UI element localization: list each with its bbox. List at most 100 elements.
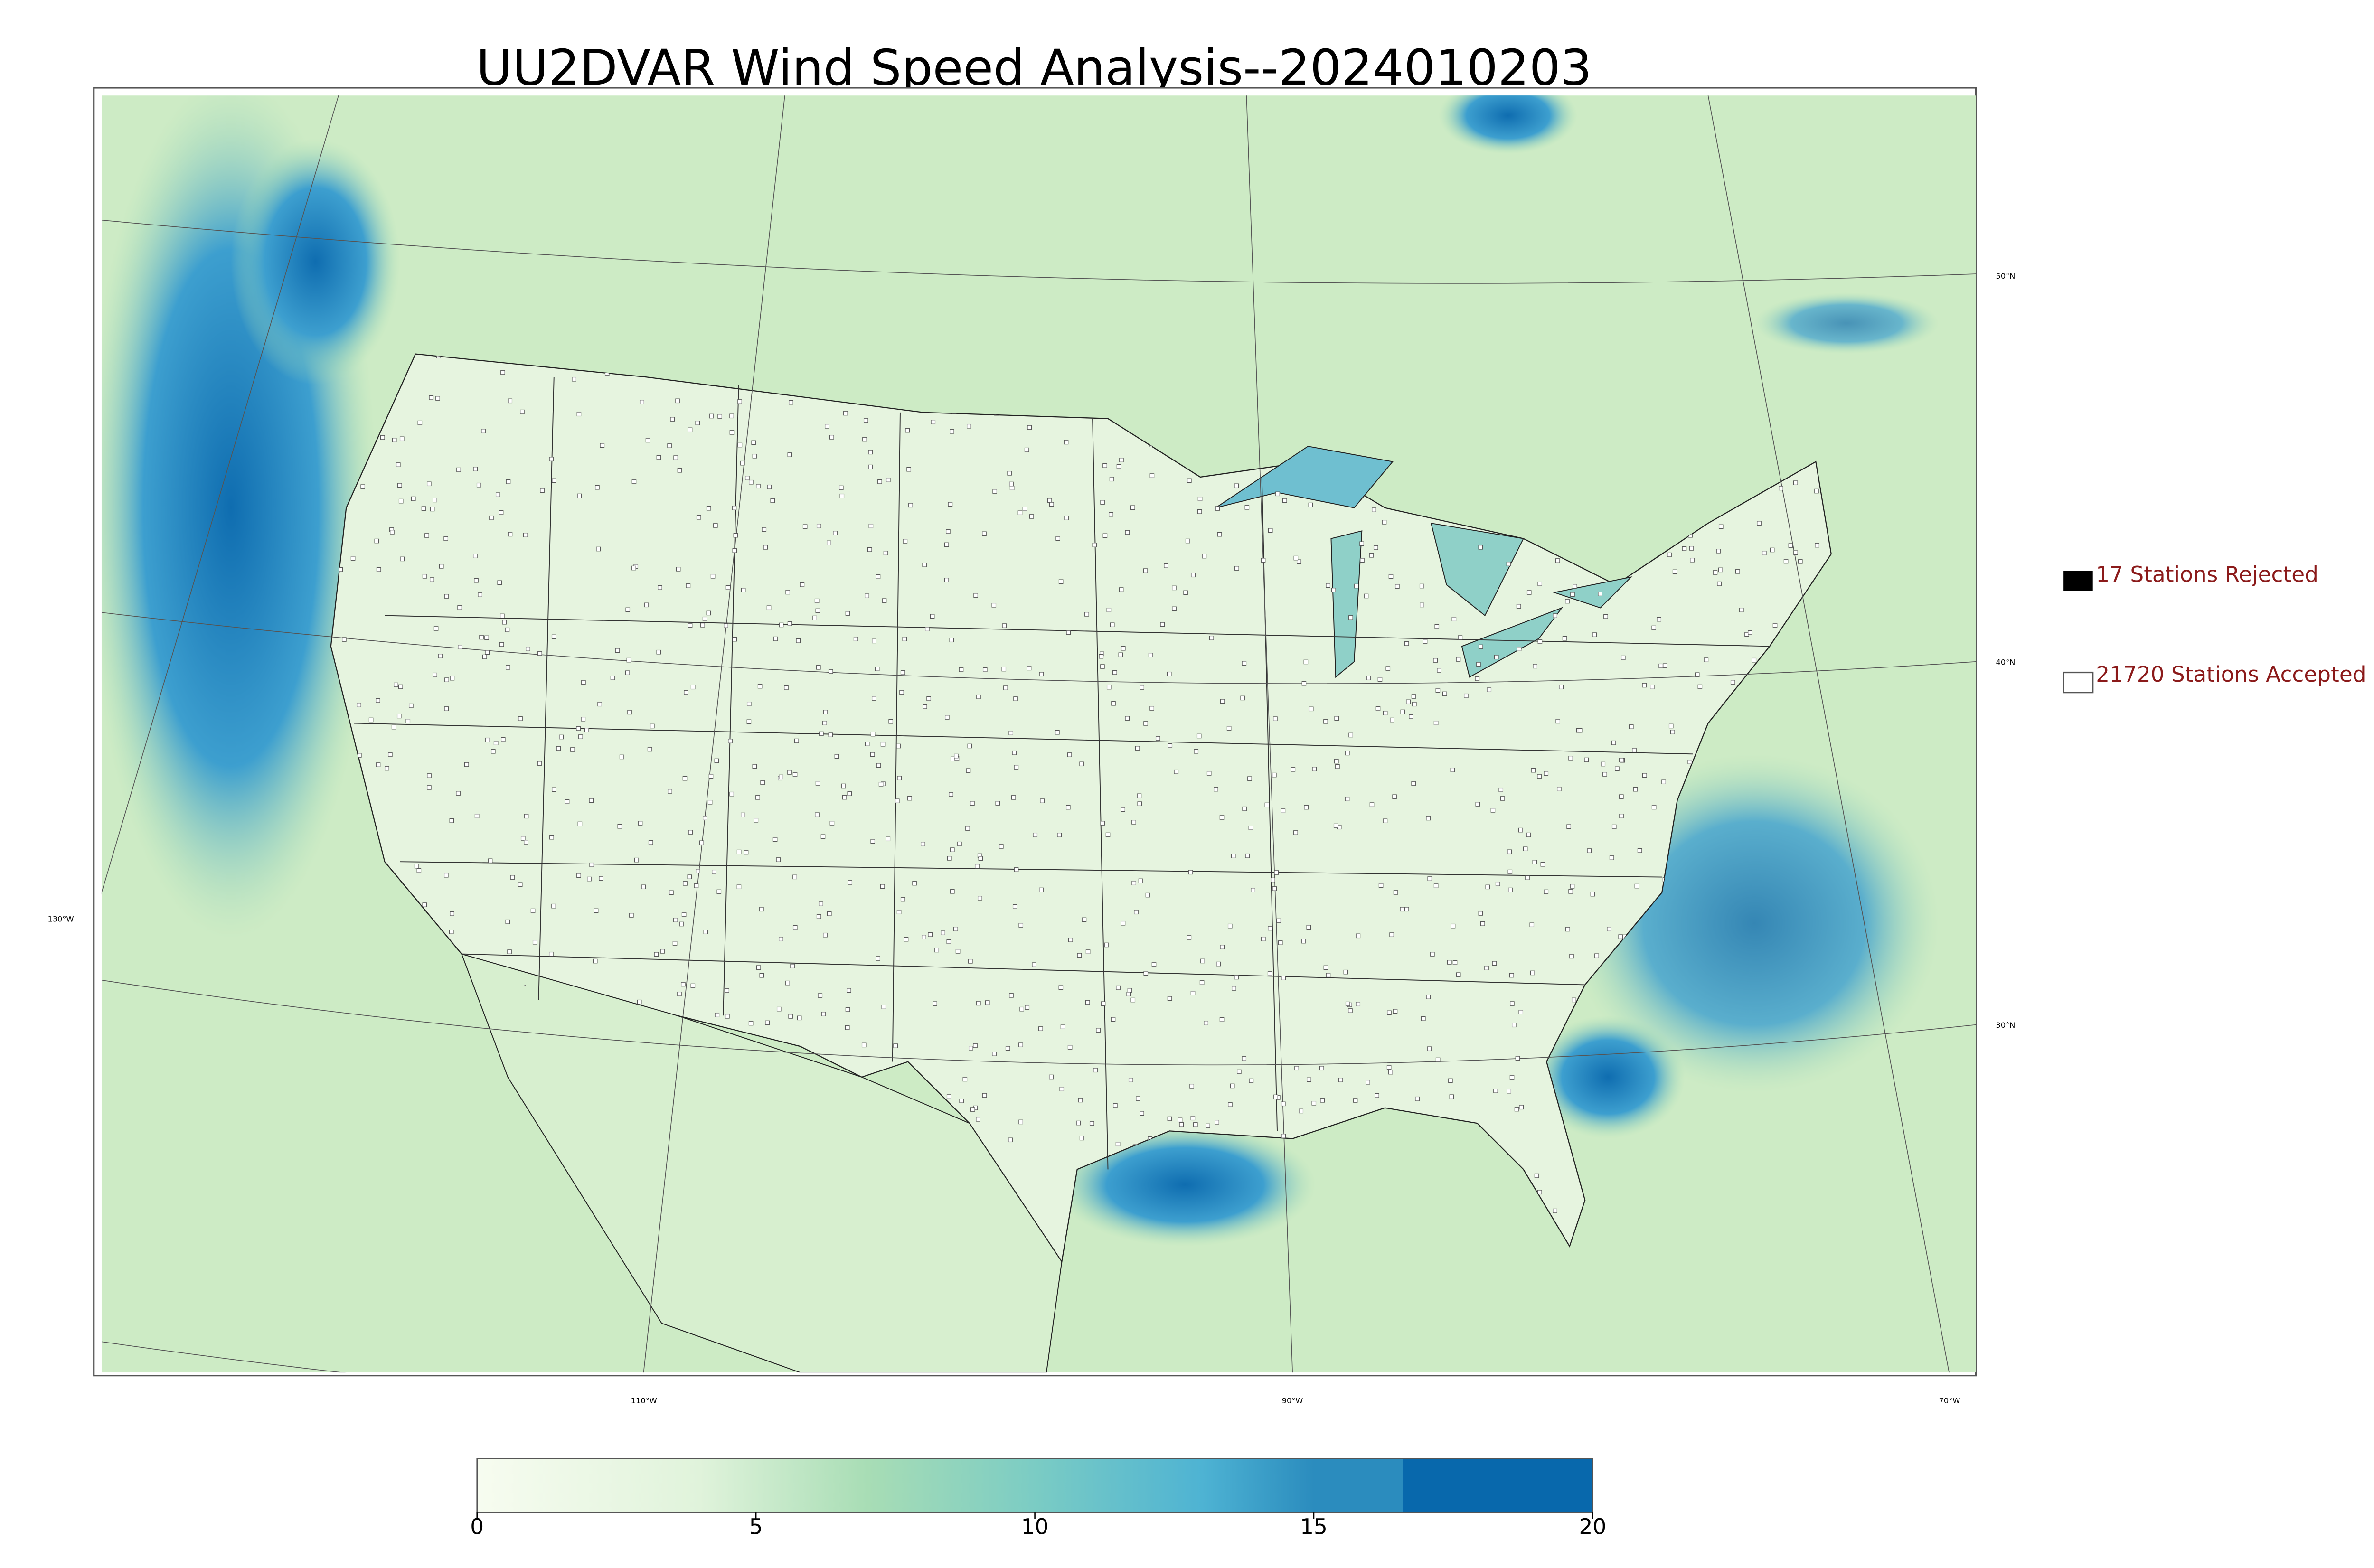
station — [754, 818, 759, 823]
station — [966, 768, 971, 773]
station — [506, 665, 510, 670]
station — [789, 400, 793, 405]
station — [391, 724, 396, 730]
station — [1228, 1102, 1233, 1107]
station — [610, 676, 615, 680]
station — [995, 801, 1000, 806]
station — [1450, 768, 1455, 772]
station — [1366, 1080, 1370, 1085]
station — [1531, 768, 1536, 773]
station — [948, 502, 953, 507]
station — [896, 743, 901, 749]
station — [1306, 925, 1311, 930]
station — [1033, 832, 1038, 837]
colorbar-tick-label: 10 — [1021, 1514, 1049, 1539]
station — [1507, 869, 1513, 874]
station — [1303, 659, 1309, 665]
station — [1514, 1107, 1519, 1112]
station — [1427, 1046, 1432, 1051]
station — [683, 881, 688, 886]
station — [752, 454, 757, 459]
station — [478, 592, 482, 597]
station — [1029, 514, 1034, 519]
station — [755, 795, 760, 800]
station — [559, 734, 564, 740]
station — [1507, 1089, 1511, 1094]
station — [1215, 506, 1220, 511]
lake-erie — [1461, 607, 1564, 678]
station — [976, 694, 981, 699]
station — [1386, 1065, 1392, 1070]
station — [1281, 808, 1286, 813]
station — [681, 912, 687, 917]
station — [673, 918, 678, 922]
station — [785, 590, 790, 595]
station — [411, 496, 416, 501]
station — [409, 703, 414, 708]
station — [819, 731, 824, 736]
station — [682, 776, 688, 781]
station — [1682, 546, 1687, 551]
station — [1057, 833, 1062, 837]
station — [625, 607, 631, 612]
station — [1079, 1136, 1084, 1141]
station — [1526, 832, 1531, 837]
colorbar-ramp — [476, 1458, 1593, 1513]
station — [1268, 528, 1273, 533]
station — [1508, 887, 1513, 892]
station — [1718, 524, 1724, 529]
station — [1611, 824, 1617, 829]
station — [1555, 719, 1561, 724]
station — [1167, 671, 1172, 676]
station — [1348, 1008, 1353, 1013]
station — [1388, 574, 1394, 579]
station — [433, 672, 437, 677]
station — [1217, 532, 1222, 537]
station — [491, 749, 496, 754]
station — [1717, 581, 1722, 586]
station — [500, 613, 505, 619]
station — [549, 835, 554, 840]
station — [1281, 976, 1286, 980]
station — [1565, 927, 1570, 932]
station — [499, 510, 504, 515]
station — [1179, 1122, 1184, 1127]
station — [435, 396, 440, 401]
station — [488, 858, 493, 864]
station — [1421, 1016, 1426, 1021]
station — [1304, 805, 1309, 810]
station — [1040, 798, 1045, 803]
station — [957, 841, 962, 846]
station — [1814, 488, 1819, 494]
station — [708, 774, 714, 779]
station — [944, 578, 949, 582]
station — [1068, 938, 1073, 942]
station — [816, 524, 821, 528]
station — [1187, 478, 1192, 483]
station — [876, 763, 881, 768]
station — [1140, 685, 1144, 690]
station — [1281, 1101, 1286, 1107]
station — [1118, 652, 1123, 657]
station — [712, 869, 716, 874]
station — [524, 840, 528, 845]
station — [1592, 632, 1597, 637]
station — [474, 814, 480, 818]
station — [1518, 1010, 1524, 1014]
station — [1076, 1120, 1081, 1126]
station — [1752, 657, 1757, 663]
station — [1562, 636, 1567, 641]
station — [1672, 569, 1677, 574]
station — [1619, 758, 1624, 762]
station — [430, 507, 435, 512]
station — [928, 932, 933, 937]
station — [1382, 520, 1387, 525]
station — [1345, 1001, 1350, 1006]
station — [815, 608, 820, 613]
station — [1748, 630, 1752, 635]
station — [625, 670, 630, 675]
station — [1451, 617, 1457, 621]
station — [450, 676, 455, 681]
station — [576, 726, 581, 731]
